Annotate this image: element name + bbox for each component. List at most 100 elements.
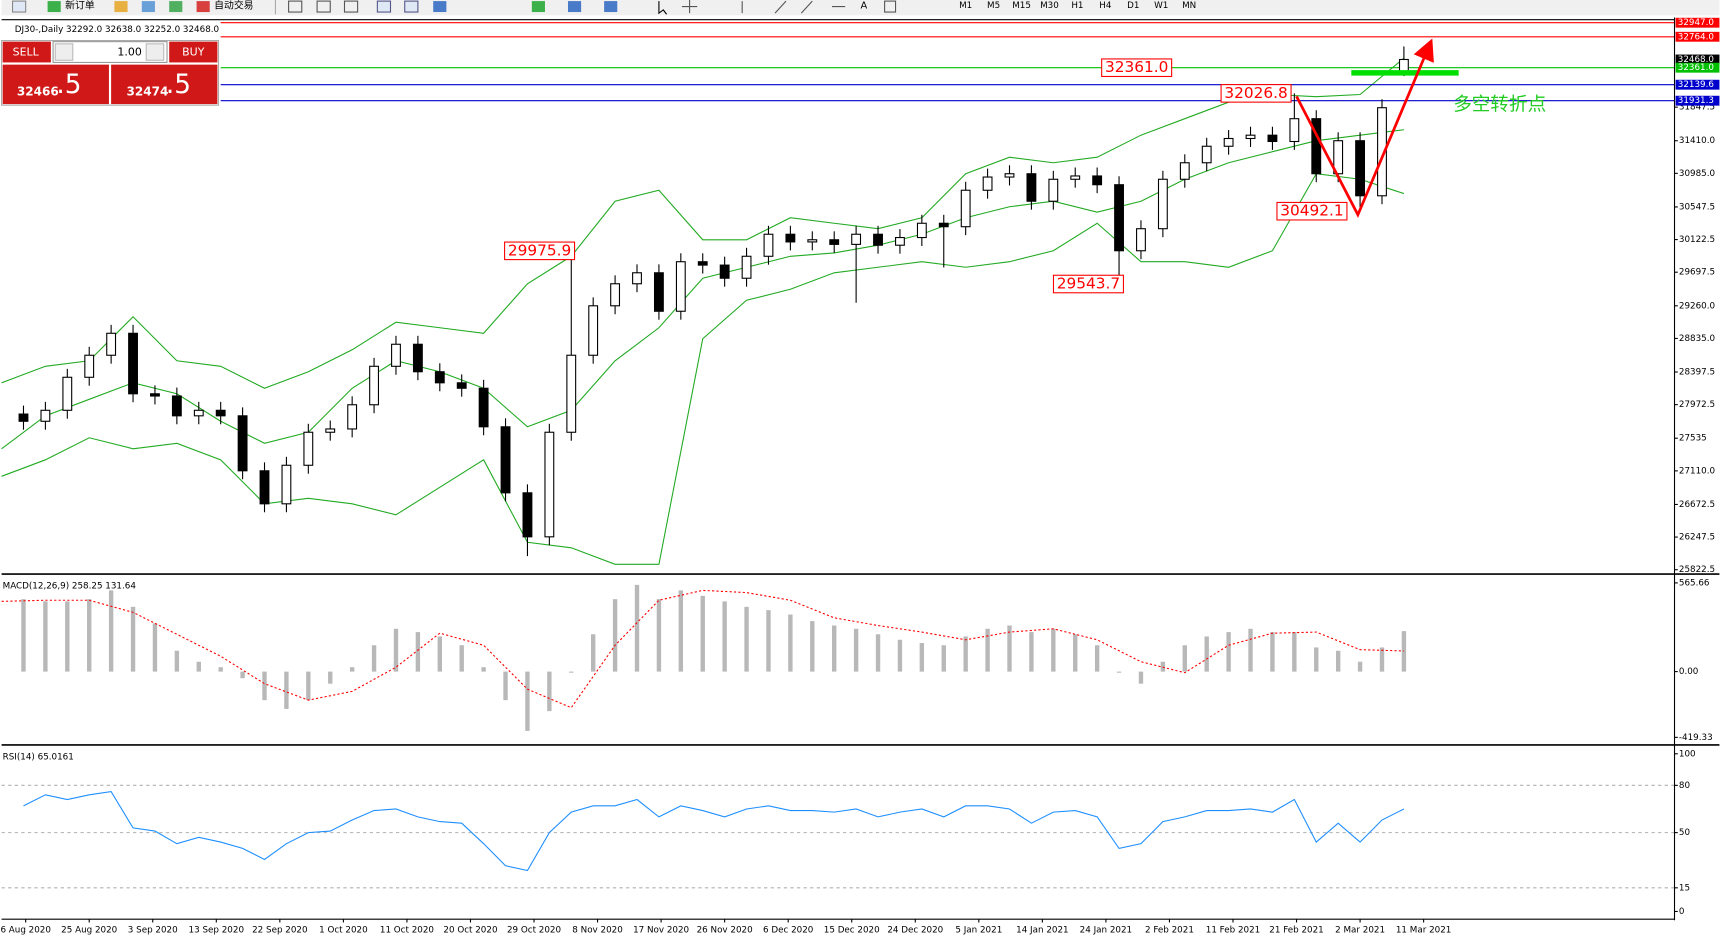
macd-bar xyxy=(43,601,48,672)
plots: DJ30-,Daily 32292.0 32638.0 32252.0 3246… xyxy=(0,17,1720,936)
timeframe[interactable]: H1 xyxy=(1071,1,1083,11)
timeframe[interactable]: H4 xyxy=(1099,1,1112,11)
icon[interactable] xyxy=(316,0,331,13)
level-label: 32947.0 xyxy=(1678,18,1714,28)
level-label: 32361.0 xyxy=(1678,63,1714,73)
sell-price-box[interactable] xyxy=(2,64,109,105)
icon[interactable] xyxy=(681,0,698,14)
icon[interactable] xyxy=(658,1,668,15)
y-tick-label: 80 xyxy=(1679,781,1690,791)
annotation-label: 29543.7 xyxy=(1057,275,1120,293)
macd-bar xyxy=(766,610,771,672)
macd-bar xyxy=(1116,671,1122,673)
icon[interactable] xyxy=(169,1,183,13)
candle-body xyxy=(610,283,621,307)
auto-trading[interactable]: 自动交易 xyxy=(214,0,253,11)
candle-body xyxy=(40,409,51,422)
lot-down[interactable] xyxy=(54,43,74,61)
panel-title: RSI(14) 65.0161 xyxy=(3,753,74,763)
candle-body xyxy=(369,365,379,406)
candle-body xyxy=(391,343,401,367)
icon[interactable] xyxy=(741,0,846,14)
new-order[interactable]: 新订单 xyxy=(65,0,95,11)
macd-bar xyxy=(590,634,596,672)
macd-bar xyxy=(1051,628,1056,672)
macd-bar xyxy=(371,645,377,672)
buy-price-frac[interactable]: .5 xyxy=(166,70,191,100)
y-tick-label: -419.33 xyxy=(1679,733,1713,743)
sell-price[interactable]: 32466 xyxy=(17,85,59,99)
sell-button[interactable] xyxy=(2,41,51,63)
timeframe[interactable]: D1 xyxy=(1127,1,1139,11)
macd-bar xyxy=(985,628,990,672)
icon[interactable] xyxy=(567,1,582,13)
icon[interactable] xyxy=(343,0,359,13)
macd-bar xyxy=(1073,634,1078,672)
macd-bar xyxy=(174,650,180,672)
buy-label[interactable]: BUY xyxy=(182,46,205,59)
timeframes: M1 M5 M15 M30 H1 H4 D1 W1 MN xyxy=(959,1,1196,11)
y-tick-label: 0 xyxy=(1679,907,1685,917)
icon-text[interactable]: A xyxy=(860,0,867,11)
candle-body xyxy=(1289,118,1300,143)
support-zone xyxy=(1351,70,1459,76)
candle-body xyxy=(434,371,445,384)
timeframe[interactable]: MN xyxy=(1182,1,1196,11)
toolbar: 新订单 自动交易 A M1 M5 M15 M30 H1 H4 D1 W1 MN xyxy=(1,0,1720,16)
macd-bar xyxy=(700,595,705,672)
icon[interactable] xyxy=(433,1,447,13)
sell-price-frac[interactable]: .5 xyxy=(56,70,81,100)
candle-body xyxy=(544,431,555,538)
timeframe[interactable]: M15 xyxy=(1012,1,1031,11)
y-tick-label: 31847.5 xyxy=(1679,103,1715,113)
macd-bar xyxy=(393,628,399,672)
macd-bar xyxy=(196,661,201,672)
icon[interactable] xyxy=(11,0,27,13)
timeframe[interactable]: M5 xyxy=(987,1,1000,11)
buy-price[interactable]: 32474 xyxy=(126,85,168,99)
timeframe[interactable]: M30 xyxy=(1040,1,1059,11)
icon[interactable] xyxy=(376,0,392,13)
icon[interactable] xyxy=(404,0,419,13)
icon[interactable] xyxy=(288,0,303,13)
lot-input[interactable] xyxy=(52,41,168,63)
candle-body xyxy=(150,393,160,397)
macd-bar xyxy=(1007,625,1012,672)
y-tick-label: 28835.0 xyxy=(1679,334,1715,344)
icon[interactable] xyxy=(114,1,128,13)
timeframe[interactable]: M1 xyxy=(959,1,972,11)
x-tick-label: 6 Dec 2020 xyxy=(763,926,813,936)
annotation-box xyxy=(1276,201,1348,221)
macd-bar xyxy=(547,671,552,712)
candle-body xyxy=(1223,137,1234,147)
icon[interactable] xyxy=(47,1,61,13)
macd-bar xyxy=(722,601,727,672)
buy-button[interactable] xyxy=(169,41,218,63)
candle-body xyxy=(1245,134,1256,140)
macd-bar xyxy=(897,639,903,672)
sell-label[interactable]: SELL xyxy=(13,46,40,59)
candle-body xyxy=(1179,162,1190,180)
timeframe[interactable]: W1 xyxy=(1154,1,1168,11)
callout: 多空转折点 xyxy=(1453,95,1546,116)
candle-body xyxy=(106,332,117,356)
candle-body xyxy=(1157,178,1168,230)
turn-arrow xyxy=(1295,38,1434,218)
level-tag xyxy=(1675,95,1720,106)
buy-price-box[interactable] xyxy=(111,64,218,105)
x-tick-label: 11 Oct 2020 xyxy=(380,926,434,936)
icon[interactable] xyxy=(196,1,210,13)
candle-body xyxy=(522,492,533,538)
lot-up[interactable] xyxy=(145,43,165,61)
lot-value[interactable]: 1.00 xyxy=(117,46,141,59)
icon[interactable] xyxy=(141,1,155,13)
annotation-box xyxy=(1220,84,1292,103)
y-tick-label: 26247.5 xyxy=(1679,533,1715,543)
x-tick-label: 21 Feb 2021 xyxy=(1269,926,1323,936)
x-tick-label: 20 Oct 2020 xyxy=(443,926,497,936)
icon[interactable] xyxy=(531,1,545,13)
candle-body xyxy=(588,305,599,356)
icon[interactable] xyxy=(884,0,897,13)
icon[interactable] xyxy=(604,1,618,13)
y-tick-label: 30122.5 xyxy=(1679,235,1715,245)
